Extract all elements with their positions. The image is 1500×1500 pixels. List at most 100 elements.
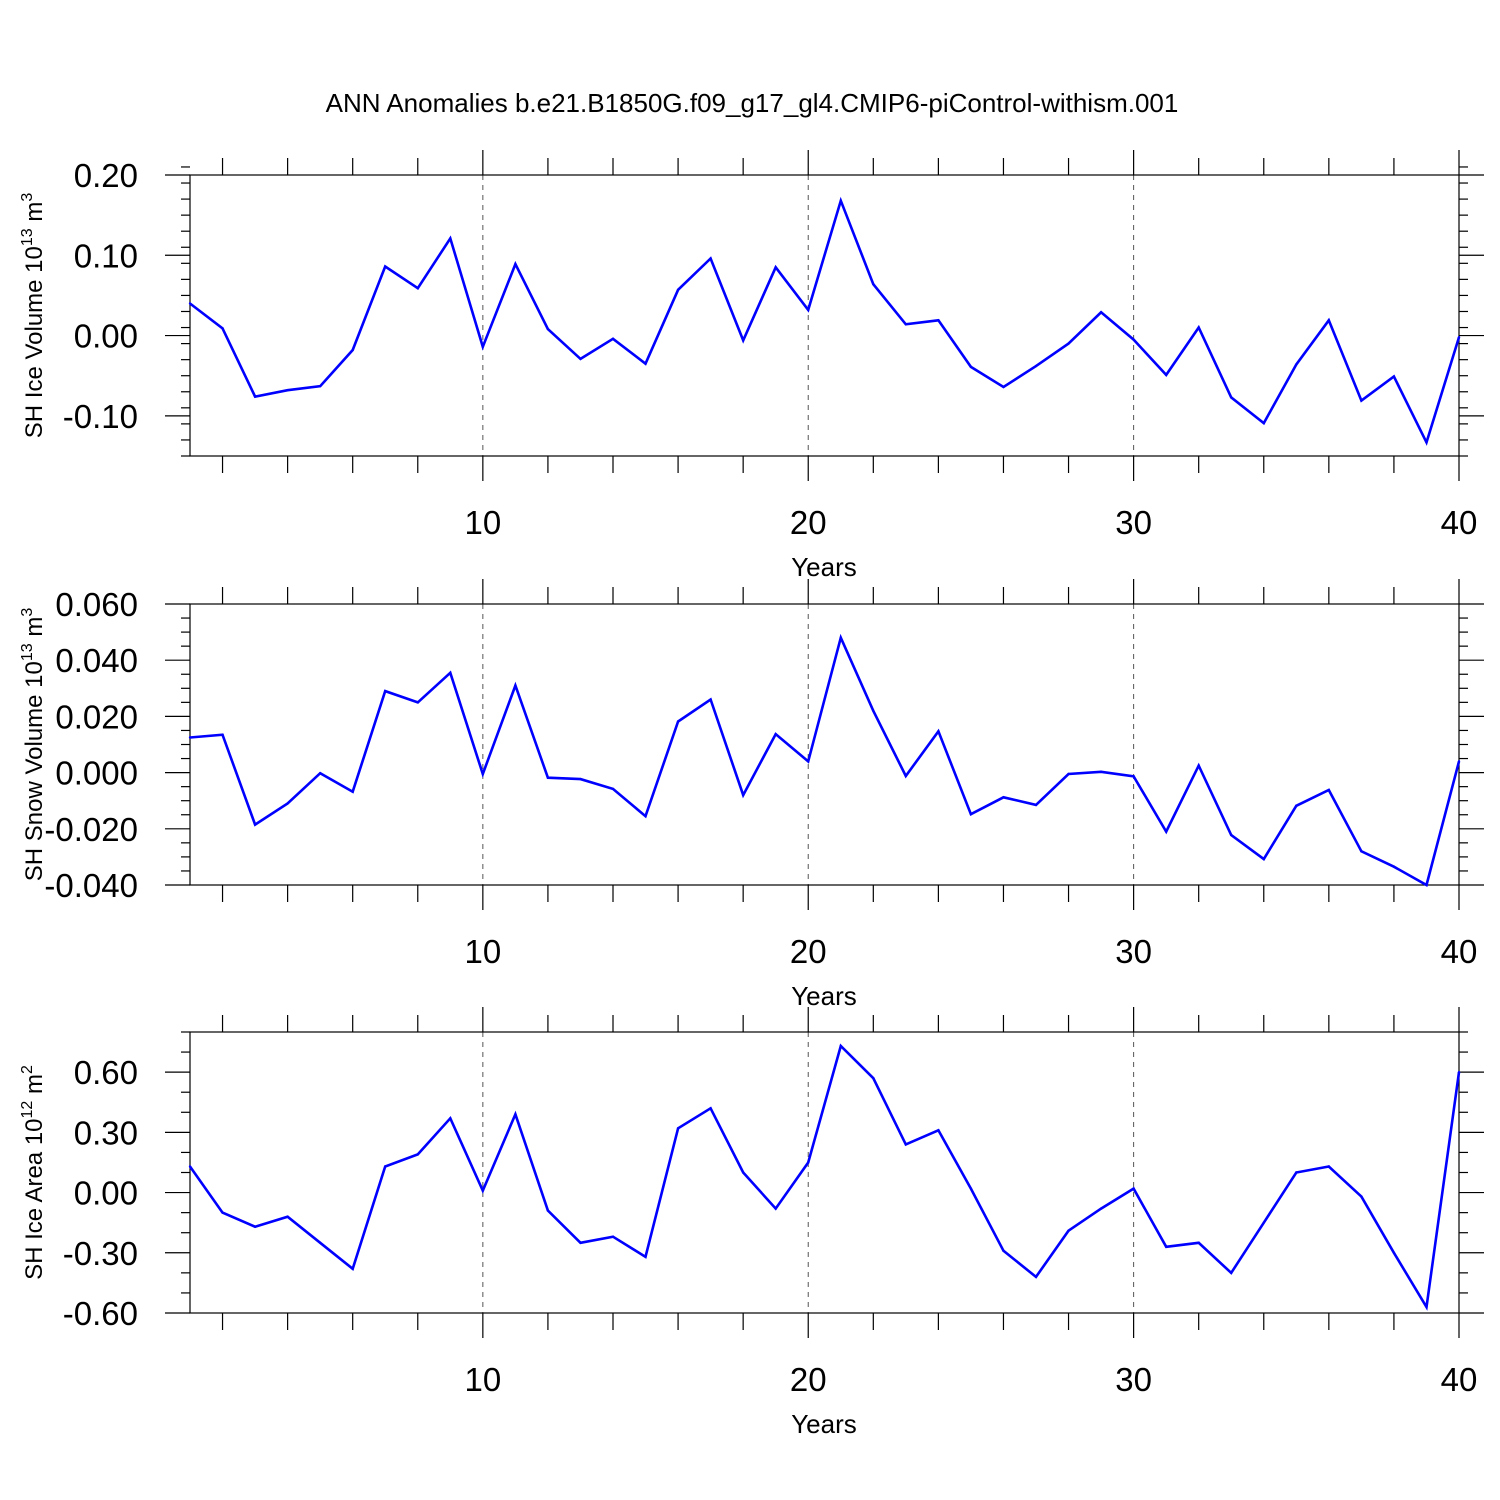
data-point <box>1360 850 1363 853</box>
data-point <box>546 1209 550 1212</box>
data-point <box>807 1161 810 1164</box>
data-point <box>514 262 517 266</box>
y-axis-label-part: m <box>21 1074 48 1101</box>
data-point <box>253 823 257 826</box>
figure-title: ANN Anomalies b.e21.B1850G.f09_g17_gl4.C… <box>326 88 1179 118</box>
data-point <box>644 814 647 818</box>
x-axis-label: Years <box>791 1409 857 1439</box>
data-point <box>937 1129 940 1132</box>
panel-3: 0.60 0.30 0.00 -0.30 -0.60 10 20 30 40 Years SH Ic… <box>19 1007 1484 1439</box>
data-point <box>709 257 712 260</box>
x-tick-label: 10 <box>464 933 501 970</box>
data-point <box>1034 1275 1038 1279</box>
y-tick-label: 0.30 <box>74 1114 138 1151</box>
data-point <box>253 1225 257 1228</box>
data-point <box>611 337 615 340</box>
plot-frame <box>189 1031 1460 1314</box>
data-point <box>644 362 647 365</box>
y-tick-label: 0.10 <box>74 237 138 274</box>
x-axis-label: Years <box>791 981 857 1011</box>
data-point <box>384 1165 387 1168</box>
data-point <box>1295 804 1298 807</box>
data-point <box>384 265 387 268</box>
data-point <box>1132 775 1135 778</box>
data-point <box>579 357 582 361</box>
y-tick-label: -0.10 <box>63 398 138 435</box>
x-tick-label: 40 <box>1441 933 1478 970</box>
data-point <box>741 793 745 797</box>
data-point <box>969 1187 973 1190</box>
x-tick-label: 40 <box>1441 1361 1478 1398</box>
data-point <box>579 777 582 781</box>
data-point <box>1067 1229 1070 1232</box>
x-axis-label: Years <box>791 552 857 582</box>
data-point <box>807 760 810 763</box>
data-point <box>1327 1165 1331 1168</box>
x-tick-label: 10 <box>464 504 501 541</box>
data-point <box>546 327 550 331</box>
y-axis-label-superscript: 13 <box>19 643 36 661</box>
panels: 0.20 0.10 0.00 -0.10 10 20 30 40 Years SH Ice Vol… <box>19 150 1484 1439</box>
data-point <box>1262 857 1265 861</box>
data-point <box>839 1044 842 1048</box>
data-point <box>514 684 517 687</box>
data-point <box>774 266 777 269</box>
data-point <box>1034 803 1038 807</box>
data-point <box>1230 833 1233 837</box>
data-point <box>1262 421 1265 425</box>
data-point <box>676 1127 680 1130</box>
data-point <box>253 395 257 398</box>
x-tick-label: 40 <box>1441 504 1478 541</box>
y-axis-label-part: SH Snow Volume 10 <box>21 661 48 881</box>
data-point <box>1002 1249 1005 1252</box>
y-axis-label-superscript: 2 <box>19 1065 36 1074</box>
data-point <box>1197 326 1200 329</box>
y-axis-label-part: m <box>21 202 48 229</box>
y-axis-label-superscript: 13 <box>19 228 36 246</box>
data-point <box>449 237 452 240</box>
y-tick-label: -0.30 <box>63 1235 138 1272</box>
data-point <box>1164 830 1168 833</box>
data-point <box>221 733 224 736</box>
y-tick-label: 0.040 <box>55 642 138 679</box>
series-line <box>189 196 1461 446</box>
y-tick-label: 0.00 <box>74 318 138 355</box>
y-axis-label-superscript: 3 <box>19 608 36 617</box>
data-point <box>1360 1195 1363 1198</box>
data-point <box>1002 385 1005 389</box>
data-point <box>1262 1221 1265 1224</box>
data-point <box>741 1171 745 1174</box>
data-point <box>644 1255 647 1259</box>
y-tick-label: -0.040 <box>44 867 138 904</box>
data-point <box>416 287 419 290</box>
series-line <box>189 633 1461 887</box>
data-point <box>611 1235 615 1238</box>
data-point <box>1164 373 1168 377</box>
plot-frame <box>189 174 1460 457</box>
data-point <box>416 1153 419 1156</box>
data-point <box>807 308 810 312</box>
data-point <box>1360 399 1363 402</box>
data-point <box>318 771 322 775</box>
data-point <box>188 736 192 739</box>
x-tick-label: 30 <box>1115 933 1152 970</box>
data-point <box>1132 1187 1135 1190</box>
data-point <box>1457 335 1461 339</box>
data-point <box>1295 1171 1298 1174</box>
data-point <box>351 1267 354 1271</box>
y-tick-label: 0.000 <box>55 755 138 792</box>
y-axis-label: SH Snow Volume 1013 m3 <box>19 608 48 882</box>
data-point <box>774 1207 777 1210</box>
data-point <box>481 1189 485 1192</box>
x-tick-label: 30 <box>1115 504 1152 541</box>
data-point <box>741 339 745 342</box>
data-point <box>1392 865 1396 868</box>
data-point <box>1295 363 1298 366</box>
data-point <box>872 282 875 286</box>
data-point <box>188 1165 192 1168</box>
data-point <box>1327 319 1331 322</box>
data-point <box>351 348 354 352</box>
data-point <box>481 345 485 349</box>
data-point <box>969 812 973 816</box>
